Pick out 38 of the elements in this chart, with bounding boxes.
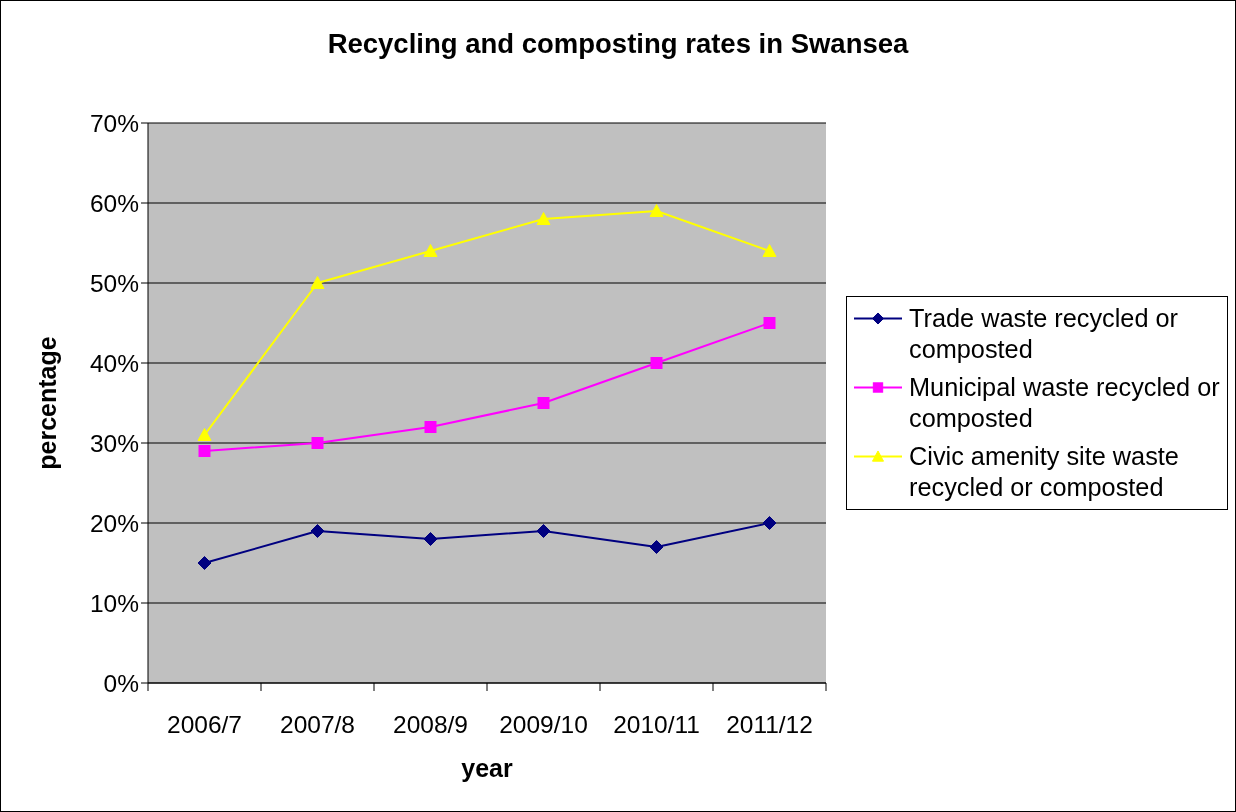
y-tick-label: 30% [89, 429, 139, 457]
y-tick-label: 20% [89, 509, 139, 537]
y-tick-label: 0% [103, 669, 139, 697]
y-tick-label: 40% [89, 349, 139, 377]
x-tick-label: 2008/9 [393, 710, 468, 738]
point [424, 421, 437, 433]
y-tick-label: 60% [89, 189, 139, 217]
point [197, 556, 212, 570]
chart-title: Recycling and composting rates in Swansea [326, 28, 910, 60]
point [198, 445, 211, 457]
point [762, 516, 777, 530]
point [536, 524, 551, 538]
point [310, 524, 325, 538]
point [423, 532, 438, 546]
x-tick-label: 2007/8 [280, 710, 355, 738]
point [762, 244, 777, 257]
x-tick-label: 2009/10 [499, 710, 588, 738]
x-axis-title: year [461, 754, 513, 782]
y-axis-title: percentage [33, 336, 61, 470]
x-tick-label: 2011/12 [726, 710, 813, 738]
point [537, 397, 550, 409]
point [197, 428, 212, 441]
legend-label: Trade waste recycled or composted [909, 303, 1179, 365]
point [423, 244, 438, 257]
y-tick-label: 70% [89, 109, 139, 137]
legend-label: Municipal waste recycled or composted [909, 372, 1221, 434]
point [311, 437, 324, 449]
x-tick-label: 2006/7 [167, 710, 242, 738]
point [649, 540, 664, 554]
y-tick-label: 50% [89, 269, 139, 297]
legend-label: Civic amenity site waste recycled or composted [909, 441, 1180, 503]
point [763, 317, 776, 329]
point [650, 357, 663, 369]
point [536, 212, 551, 225]
y-tick-label: 10% [89, 589, 139, 617]
point [649, 204, 664, 217]
x-tick-label: 2010/11 [613, 710, 700, 738]
point [310, 276, 325, 289]
